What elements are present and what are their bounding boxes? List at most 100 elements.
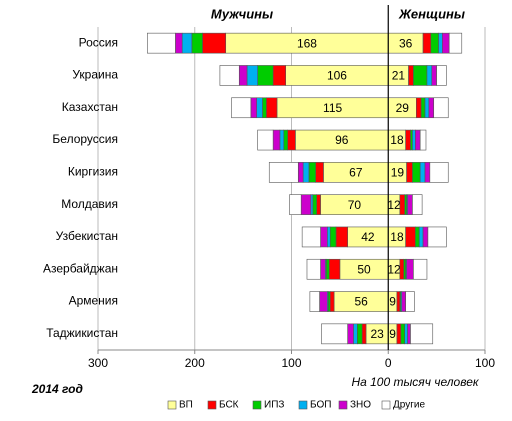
bar-segment: [301, 226, 321, 248]
bar-segment: [272, 129, 281, 151]
bar-segment: [410, 323, 434, 345]
bar-segment: [257, 129, 274, 151]
bar-segment: [433, 97, 449, 119]
bar-segment: [412, 194, 423, 215]
bar-segment: [321, 323, 348, 345]
bar-segment: [202, 32, 227, 54]
bar-segment: [407, 323, 411, 345]
data-label: 115: [323, 101, 342, 115]
bar-segment: [418, 226, 424, 248]
bar-segment: [361, 323, 367, 345]
data-label: 18: [390, 133, 404, 147]
bar-segment: [404, 323, 408, 345]
legend-label: ВП: [179, 400, 193, 411]
data-label: 21: [392, 69, 406, 83]
bar-segment: [320, 258, 326, 280]
data-label: 56: [354, 295, 368, 309]
legend-swatch: [298, 400, 308, 410]
legend-label: БОП: [310, 400, 331, 411]
bar-segment: [335, 226, 348, 248]
legend-label: ЗНО: [350, 400, 371, 411]
category-label: Белоруссия: [52, 132, 118, 146]
x-tick-label: 200: [185, 356, 205, 370]
data-label: 106: [327, 69, 347, 83]
legend-label: БСК: [219, 400, 239, 411]
bar-segment: [297, 162, 304, 183]
bar-segment: [430, 32, 439, 54]
bar-segment: [219, 65, 240, 86]
bar-segment: [422, 226, 429, 248]
bar-segment: [279, 129, 285, 151]
bar-segment: [302, 162, 310, 183]
bar-segment: [415, 129, 421, 151]
bar-segment: [401, 291, 406, 312]
data-label: 19: [391, 166, 405, 180]
bar-segment: [181, 32, 193, 54]
bar-segment: [326, 258, 330, 280]
data-label: 96: [335, 133, 349, 147]
bar-segment: [272, 65, 286, 86]
women-title: Женщины: [398, 6, 465, 21]
category-label: Азербайджан: [43, 261, 118, 275]
data-label: 9: [389, 295, 396, 309]
bar-segment: [412, 162, 421, 183]
bar-segment: [256, 97, 263, 119]
bar-segment: [316, 194, 321, 215]
bar-segment: [312, 194, 317, 215]
bar-segment: [406, 258, 414, 280]
bar-segment: [353, 323, 358, 345]
data-label: 67: [349, 166, 363, 180]
legend-label: Другие: [393, 400, 425, 411]
bar-segment: [262, 97, 267, 119]
data-label: 36: [399, 36, 413, 50]
bar-segment: [426, 65, 433, 86]
data-label: 9: [389, 327, 396, 341]
category-label: Молдавия: [61, 197, 118, 211]
category-label: Армения: [69, 294, 118, 308]
bar-segment: [405, 226, 416, 248]
bar-segment: [431, 65, 437, 86]
bar-segment: [319, 291, 328, 312]
bar-segment: [306, 258, 321, 280]
bar-segment: [308, 162, 316, 183]
bar-segment: [315, 162, 324, 183]
bar-segment: [416, 97, 422, 119]
category-label: Узбекистан: [56, 229, 118, 243]
men-title: Мужчины: [211, 6, 273, 21]
bar-segment: [289, 194, 302, 215]
bar-segment: [420, 97, 426, 119]
bar-segment: [405, 129, 411, 151]
category-label: Россия: [79, 35, 118, 49]
bar-segment: [422, 32, 432, 54]
x-tick-label: 0: [385, 356, 392, 370]
data-label: 12: [387, 198, 401, 212]
bar-segment: [415, 226, 420, 248]
x-axis-label: На 100 тысяч человек: [351, 375, 479, 389]
data-label: 23: [370, 327, 384, 341]
bar-segment: [427, 226, 447, 248]
bar-segment: [268, 162, 299, 183]
bar-segment: [424, 162, 431, 183]
bar-segment: [238, 65, 248, 86]
bar-segment: [407, 194, 413, 215]
bar-segment: [448, 32, 463, 54]
data-label: 12: [387, 262, 401, 276]
bar-segment: [347, 323, 354, 345]
bar-segment: [328, 258, 341, 280]
bar-segment: [320, 226, 328, 248]
category-label: Украина: [72, 68, 118, 82]
bar-segment: [442, 32, 450, 54]
bar-segment: [283, 129, 288, 151]
category-label: Казахстан: [62, 100, 118, 114]
category-label: Киргизия: [68, 165, 118, 179]
data-label: 18: [390, 230, 404, 244]
data-label: 42: [361, 230, 375, 244]
bar-segment: [309, 291, 320, 312]
bar-segment: [406, 162, 413, 183]
legend-swatch: [252, 400, 262, 410]
data-label: 29: [396, 101, 410, 115]
bar-segment: [429, 162, 449, 183]
note: 2014 год: [31, 382, 83, 396]
legend-swatch: [207, 400, 217, 410]
bar-segment: [147, 32, 176, 54]
